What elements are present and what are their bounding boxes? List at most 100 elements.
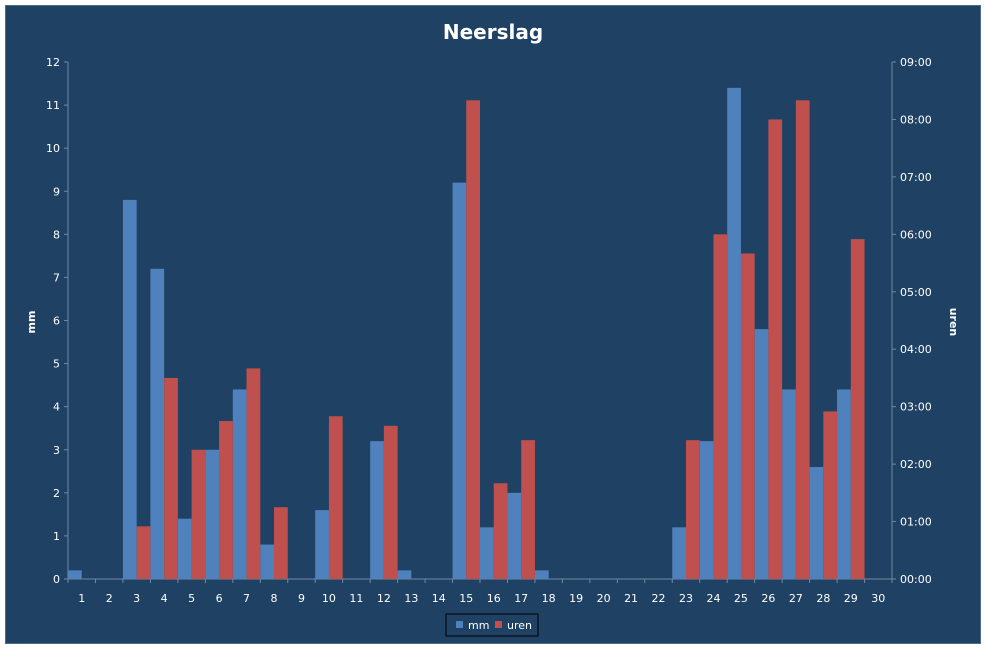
bar-mm <box>699 441 714 579</box>
x-tick-label: 2 <box>106 592 113 605</box>
chart-svg: Neerslag mm uren 012345678910111200:0001… <box>25 20 960 637</box>
x-tick-label: 7 <box>243 592 250 605</box>
x-tick-label: 28 <box>816 592 830 605</box>
chart-title: Neerslag <box>443 20 543 44</box>
y2-tick-label: 02:00 <box>900 458 932 471</box>
x-tick-label: 20 <box>597 592 611 605</box>
legend-label-mm: mm <box>468 619 489 632</box>
bar-uren <box>328 416 343 579</box>
y-tick-label: 4 <box>53 401 60 414</box>
bar-mm <box>534 570 549 579</box>
bar-mm <box>232 389 247 579</box>
x-tick-label: 12 <box>377 592 391 605</box>
bar-uren <box>383 425 398 579</box>
bar-uren <box>136 526 151 579</box>
bar-mm <box>205 449 220 579</box>
x-tick-label: 14 <box>432 592 446 605</box>
y-axis-title: mm <box>25 311 38 334</box>
x-tick-label: 19 <box>569 592 583 605</box>
y-tick-label: 8 <box>53 228 60 241</box>
y2-tick-label: 03:00 <box>900 401 932 414</box>
bar-uren <box>713 234 728 580</box>
x-tick-label: 24 <box>706 592 720 605</box>
bar-mm <box>397 570 412 579</box>
bar-mm <box>260 544 274 579</box>
x-tick-label: 15 <box>459 592 473 605</box>
x-tick-label: 13 <box>404 592 418 605</box>
bar-uren <box>686 440 700 579</box>
x-tick-label: 3 <box>133 592 140 605</box>
x-tick-label: 11 <box>349 592 363 605</box>
x-tick-label: 27 <box>789 592 803 605</box>
bar-mm <box>177 518 192 579</box>
plot-area: 012345678910111200:0001:0002:0003:0004:0… <box>46 56 932 605</box>
bar-mm <box>68 570 82 579</box>
y2-tick-label: 09:00 <box>900 56 932 69</box>
x-tick-label: 9 <box>298 592 305 605</box>
bar-mm <box>672 527 686 579</box>
x-tick-label: 21 <box>624 592 638 605</box>
bar-uren <box>191 449 206 579</box>
x-tick-label: 17 <box>514 592 528 605</box>
chart-frame: Neerslag mm uren 0 1 2 3 4 5 6 7 8 9 10 11 12 00:00 01… <box>5 5 981 644</box>
y2-tick-label: 06:00 <box>900 228 932 241</box>
bar-uren <box>850 239 865 580</box>
bar-mm <box>370 441 384 579</box>
bar-mm <box>837 389 851 579</box>
y-tick-label: 6 <box>53 315 60 328</box>
y2-tick-label: 00:00 <box>900 573 932 586</box>
bar-uren <box>493 483 508 579</box>
y-tick-label: 12 <box>46 56 60 69</box>
y2-axis-title: uren <box>947 308 960 337</box>
x-tick-label: 16 <box>487 592 501 605</box>
bar-mm <box>782 389 796 579</box>
bar-mm <box>122 199 137 579</box>
y-tick-label: 1 <box>53 530 60 543</box>
y2-tick-label: 08:00 <box>900 113 932 126</box>
legend: mm uren <box>445 613 539 637</box>
legend-swatch-mm <box>456 621 463 628</box>
bar-mm <box>452 182 467 579</box>
bar-uren <box>274 507 288 579</box>
x-tick-label: 23 <box>679 592 693 605</box>
x-tick-label: 4 <box>161 592 168 605</box>
x-tick-label: 25 <box>734 592 748 605</box>
y-tick-label: 2 <box>53 487 60 500</box>
y2-tick-label: 01:00 <box>900 516 932 529</box>
bar-uren <box>466 100 480 579</box>
y-tick-label: 10 <box>46 142 60 155</box>
x-tick-label: 10 <box>322 592 336 605</box>
bar-mm <box>754 329 769 579</box>
bar-mm <box>727 87 741 579</box>
bar-uren <box>164 377 178 579</box>
x-tick-label: 1 <box>78 592 85 605</box>
x-tick-label: 5 <box>188 592 195 605</box>
bar-uren <box>768 119 783 579</box>
y-tick-label: 9 <box>53 185 60 198</box>
bar-uren <box>795 100 810 579</box>
y2-tick-label: 05:00 <box>900 286 932 299</box>
bar-mm <box>150 268 165 579</box>
bar-uren <box>740 253 755 579</box>
y2-tick-label: 07:00 <box>900 171 932 184</box>
bar-mm <box>809 466 824 579</box>
x-tick-label: 6 <box>216 592 223 605</box>
y-tick-label: 7 <box>53 271 60 284</box>
x-tick-label: 18 <box>542 592 556 605</box>
y-tick-label: 0 <box>53 573 60 586</box>
bar-uren <box>521 440 535 579</box>
bar-uren <box>246 368 261 579</box>
y-tick-label: 3 <box>53 444 60 457</box>
bar-mm <box>507 492 522 579</box>
x-tick-label: 30 <box>871 592 885 605</box>
x-tick-label: 29 <box>844 592 858 605</box>
legend-label-uren: uren <box>507 619 532 632</box>
bar-mm <box>480 527 494 579</box>
x-tick-label: 8 <box>271 592 278 605</box>
y2-tick-label: 04:00 <box>900 343 932 356</box>
legend-swatch-uren <box>495 621 502 628</box>
x-tick-label: 26 <box>761 592 775 605</box>
bar-mm <box>315 510 329 579</box>
bar-uren <box>219 421 233 579</box>
legend-box <box>445 613 539 637</box>
